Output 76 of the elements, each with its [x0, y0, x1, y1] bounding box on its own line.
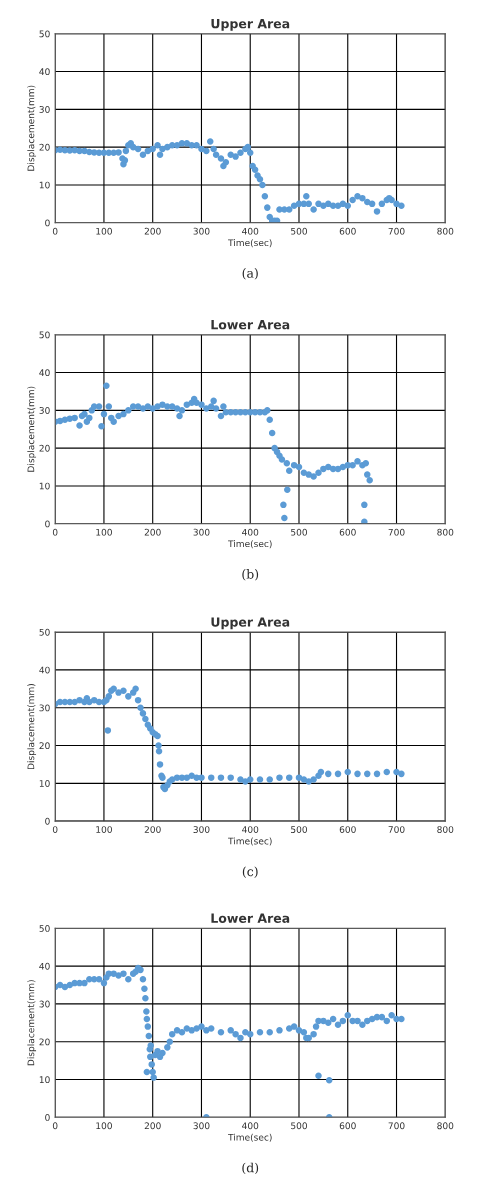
y-tick-label: 20 — [39, 1038, 50, 1046]
x-tick-label: 600 — [339, 227, 356, 235]
x-tick-label: 200 — [144, 826, 161, 833]
x-tick-label: 800 — [437, 227, 454, 235]
x-tick-label: 200 — [144, 227, 161, 235]
x-tick-label: 400 — [242, 1122, 259, 1130]
x-tick-label: 300 — [193, 1122, 210, 1130]
x-tick-label: 300 — [193, 528, 210, 536]
x-tick-label: 100 — [96, 227, 112, 235]
x-tick-label: 0 — [52, 227, 58, 235]
y-tick-label: 0 — [45, 219, 50, 227]
text: (a) — [242, 268, 258, 280]
y-tick-label: 10 — [39, 181, 50, 189]
x-tick-label: 600 — [339, 1122, 356, 1130]
x-tick-label: 200 — [144, 528, 161, 536]
x-tick-label: 400 — [242, 826, 259, 833]
x-axis-title: Time(sec) — [228, 837, 272, 846]
x-tick-label: 800 — [437, 826, 454, 833]
x-tick-label: 100 — [96, 528, 112, 536]
x-tick-label: 400 — [242, 227, 259, 235]
y-tick-label: 30 — [39, 704, 50, 712]
y-tick-label: 40 — [39, 369, 50, 377]
x-tick-label: 600 — [339, 826, 356, 833]
y-tick-label: 20 — [39, 742, 50, 750]
y-tick-label: 20 — [39, 143, 50, 151]
text: (d) — [242, 1162, 259, 1175]
x-axis-title: Time(sec) — [228, 239, 272, 248]
x-tick-label: 500 — [291, 227, 308, 235]
y-tick-label: 30 — [39, 407, 50, 414]
chart-title: Lower Area — [211, 320, 290, 330]
x-tick-label: 500 — [291, 528, 308, 536]
x-tick-label: 700 — [388, 227, 405, 235]
text: (b) — [242, 569, 259, 581]
x-tick-label: 0 — [52, 1122, 58, 1130]
y-tick-label: 10 — [39, 1076, 50, 1084]
chart-title: Lower Area — [211, 913, 290, 923]
y-tick-label: 40 — [39, 666, 50, 674]
x-tick-label: 200 — [144, 1122, 161, 1130]
y-tick-label: 10 — [39, 780, 50, 787]
x-tick-label: 300 — [193, 227, 210, 235]
x-tick-label: 100 — [96, 826, 112, 833]
y-tick-label: 20 — [39, 444, 50, 452]
x-tick-label: 500 — [291, 1122, 308, 1130]
x-tick-label: 300 — [193, 826, 210, 833]
y-tick-label: 40 — [39, 68, 50, 76]
y-tick-label: 30 — [39, 106, 50, 113]
x-tick-label: 500 — [291, 826, 308, 833]
x-tick-label: 800 — [437, 528, 454, 536]
y-axis-title: Displacement(mm) — [27, 85, 37, 171]
x-tick-label: 400 — [242, 528, 259, 536]
x-tick-label: 700 — [388, 528, 405, 536]
y-tick-label: 30 — [39, 1000, 50, 1008]
y-axis-title: Displacement(mm) — [27, 684, 37, 770]
x-tick-label: 700 — [388, 1122, 405, 1130]
y-axis-title: Displacement(mm) — [27, 386, 37, 472]
x-tick-label: 100 — [96, 1122, 112, 1130]
x-tick-label: 700 — [388, 826, 405, 833]
y-tick-label: 50 — [39, 331, 50, 339]
y-tick-label: 50 — [39, 628, 50, 636]
y-axis-title: Displacement(mm) — [27, 980, 37, 1066]
x-tick-label: 0 — [52, 826, 58, 833]
chart-title: Upper Area — [211, 617, 290, 630]
x-axis-title: Time(sec) — [228, 540, 272, 549]
y-tick-label: 50 — [39, 925, 50, 932]
y-tick-label: 0 — [45, 1114, 50, 1121]
x-axis-title: Time(sec) — [228, 1133, 272, 1142]
y-tick-label: 10 — [39, 482, 50, 490]
y-tick-label: 50 — [39, 30, 50, 38]
x-tick-label: 600 — [339, 528, 356, 536]
y-tick-label: 0 — [45, 520, 50, 528]
x-tick-label: 0 — [52, 528, 58, 536]
y-tick-label: 0 — [45, 817, 50, 825]
y-tick-label: 40 — [39, 962, 50, 970]
chart-title: Upper Area — [211, 19, 290, 31]
text: (c) — [242, 866, 258, 878]
x-tick-label: 800 — [437, 1122, 454, 1130]
